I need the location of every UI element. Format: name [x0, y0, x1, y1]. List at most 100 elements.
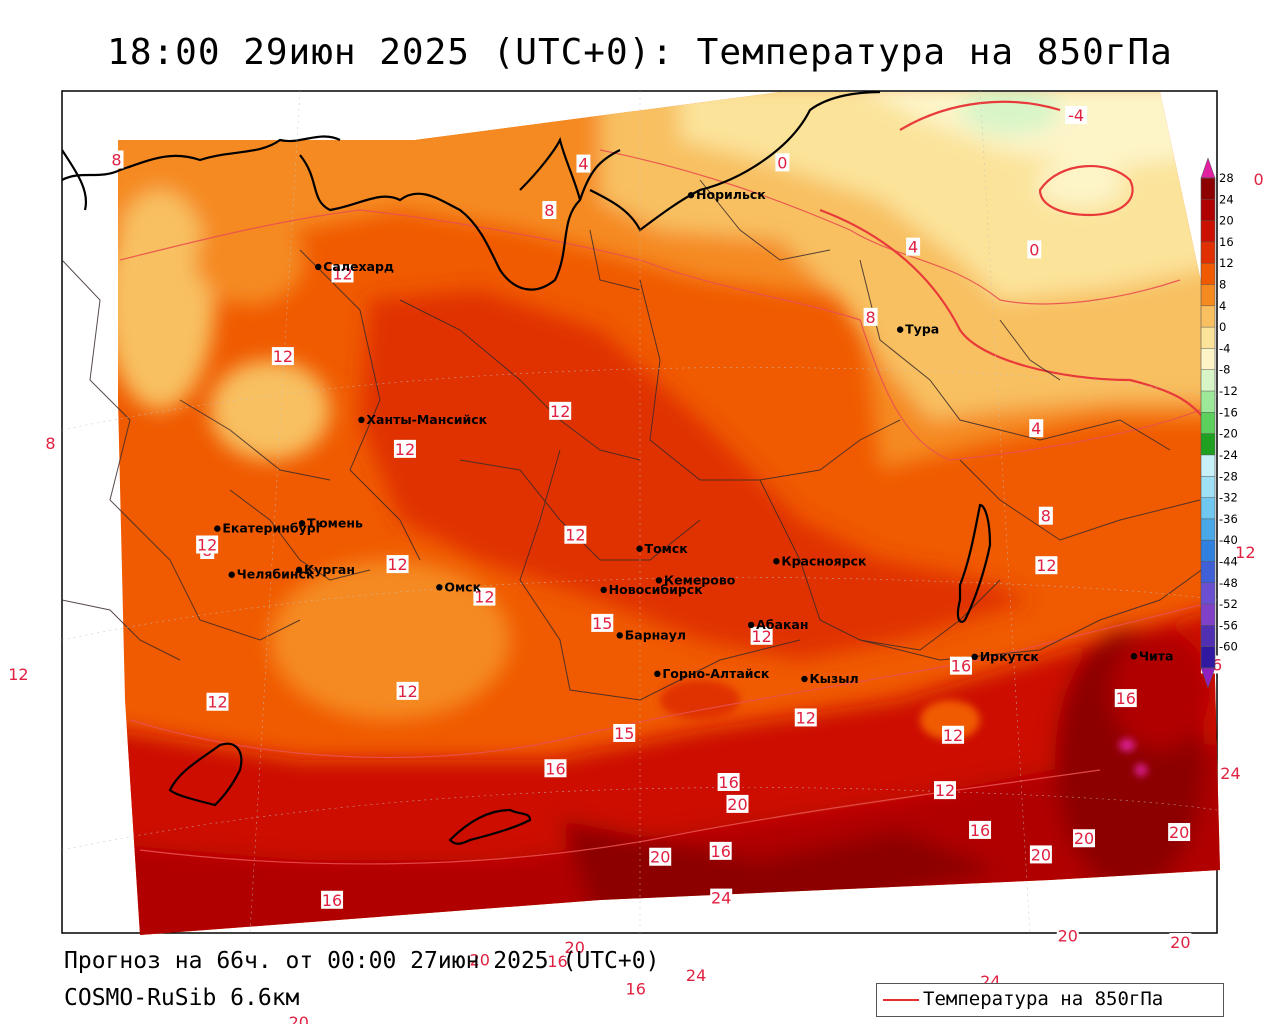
- contour-label-4: 4: [906, 237, 921, 257]
- city-label: Норильск: [696, 187, 766, 202]
- contour-label-bg: [906, 237, 921, 256]
- contour-label-text: 16: [1116, 689, 1136, 708]
- contour-label-54: 20: [1169, 933, 1192, 952]
- city-dot: [315, 263, 322, 271]
- city-label: Кемерово: [664, 572, 736, 587]
- city-label: Абакан: [756, 617, 808, 632]
- city-markers: НорильскЯкутскСалехардТураХанты-Мансийск…: [214, 187, 1173, 686]
- colorbar-tick-label: -56: [1219, 618, 1238, 632]
- colorbar-tick-label: -40: [1219, 533, 1238, 547]
- contour-label-text: 16: [970, 821, 990, 840]
- contour-label-text: 16: [951, 657, 971, 676]
- contour-label-text: 12: [197, 536, 217, 555]
- city-dot: [298, 520, 306, 527]
- contour-label-bg: [775, 153, 790, 172]
- contour-label-17: 12: [271, 347, 294, 366]
- contour-label-text: 8: [111, 151, 121, 170]
- boundaries: [62, 91, 1216, 845]
- contour-label-text: 24: [711, 889, 731, 908]
- contour-label-bg: [321, 890, 344, 909]
- contour-label-bg: [709, 841, 732, 860]
- city-label: Салехард: [323, 259, 394, 274]
- contour-label-bg: [271, 347, 294, 366]
- colorbar-tick-label: -16: [1219, 405, 1238, 419]
- contour-label-text: 20: [1170, 933, 1190, 952]
- contour-label-text: 20: [289, 1013, 309, 1024]
- contour-label-text: 20: [1074, 829, 1094, 848]
- city-label: Томск: [645, 541, 689, 556]
- contour-label-bg: [1219, 764, 1242, 783]
- contour-label-bg: [1073, 829, 1095, 848]
- contour-label-59: 24: [1219, 764, 1242, 783]
- colorbar-swatch: [1201, 561, 1215, 584]
- colorbar-swatch: [1201, 454, 1215, 477]
- city-14: Абакан: [747, 617, 809, 632]
- city-dot: [687, 191, 695, 199]
- contour-label-bg: [949, 656, 972, 675]
- city-8: Курган: [295, 562, 355, 577]
- contour-label-bg: [43, 434, 58, 453]
- contour-label-text: 12: [387, 555, 407, 574]
- colorbar-swatch: [1201, 476, 1215, 499]
- contour-label-bg: [1029, 419, 1044, 438]
- colorbar-swatch: [1201, 391, 1215, 413]
- contour-label-text: 24: [686, 966, 706, 985]
- colorbar-tick-label: 16: [1219, 235, 1234, 249]
- contour-label-bg: [564, 525, 587, 544]
- contour-label-text: 12: [1036, 556, 1056, 575]
- contour-label-text: 16: [545, 759, 565, 778]
- contour-label-20: 12: [196, 535, 219, 555]
- contour-label-text: 16: [547, 952, 567, 971]
- contour-label-61: 24: [710, 888, 733, 908]
- contour-label-bg: [549, 401, 572, 420]
- contour-label-bg: [591, 613, 614, 632]
- colorbar-swatch: [1201, 497, 1215, 520]
- contour-label-text: 20: [650, 848, 670, 867]
- contour-label-18: 12: [549, 401, 572, 421]
- contour-label-text: 12: [8, 665, 28, 684]
- colorbar-swatch: [1201, 369, 1215, 392]
- colorbar-swatch: [1201, 199, 1215, 222]
- contour-label-bg: [794, 708, 817, 727]
- contour-label-bg: [396, 681, 419, 700]
- contour-label-34: 15: [613, 723, 636, 743]
- contour-label-text: 4: [908, 238, 918, 257]
- contour-label-23: 12: [473, 587, 496, 607]
- contour-label-41: 16: [321, 890, 344, 910]
- contour-label-40: 16: [717, 773, 740, 792]
- contour-labels: -400044448888888131212121212121212121212…: [7, 105, 1266, 1024]
- colorbar-tick-label: -24: [1219, 448, 1238, 462]
- contour-label-bg: [1169, 933, 1192, 952]
- contour-label-text: 8: [1041, 507, 1051, 526]
- contour-label-bg: [1251, 170, 1266, 189]
- city-label: Горно-Алтайск: [662, 666, 770, 681]
- contour-label-text: 12: [751, 627, 771, 646]
- contour-label-text: 20: [470, 950, 490, 969]
- contour-label-text: 20: [1031, 845, 1051, 864]
- map-title: 18:00 29июн 2025 (UTC+0): Температура на…: [107, 32, 1173, 73]
- city-10: Новосибирск: [600, 582, 703, 597]
- city-label: Курган: [304, 562, 355, 577]
- contour-label-text: 16: [322, 891, 342, 910]
- contour-label-text: 0: [1029, 240, 1039, 259]
- colorbar-tick-label: 12: [1219, 256, 1234, 270]
- contour-label-text: 12: [397, 682, 417, 701]
- contour-label-text: 12: [550, 402, 570, 421]
- contour-label-bg: [969, 820, 992, 839]
- contour-label-text: 8: [45, 434, 55, 453]
- city-12: Кемерово: [655, 572, 736, 587]
- contour-label-25: 12: [206, 692, 229, 712]
- contour-label-text: 12: [1235, 543, 1255, 562]
- contour-label-35: 16: [949, 656, 972, 676]
- colorbar-tick-label: -28: [1219, 469, 1238, 483]
- colorbar-swatch: [1201, 518, 1215, 541]
- colorbar-tick-label: 28: [1219, 171, 1234, 185]
- contour-label-8: 8: [109, 150, 124, 170]
- colorbar-tick-label: -48: [1219, 576, 1238, 590]
- colorbar-swatch: [1201, 348, 1215, 371]
- contour-label-bg: [1029, 845, 1052, 864]
- colorbar-tick-label: -8: [1219, 363, 1230, 377]
- contour-label-29: 12: [1035, 556, 1058, 575]
- colorbar-swatch: [1201, 412, 1215, 435]
